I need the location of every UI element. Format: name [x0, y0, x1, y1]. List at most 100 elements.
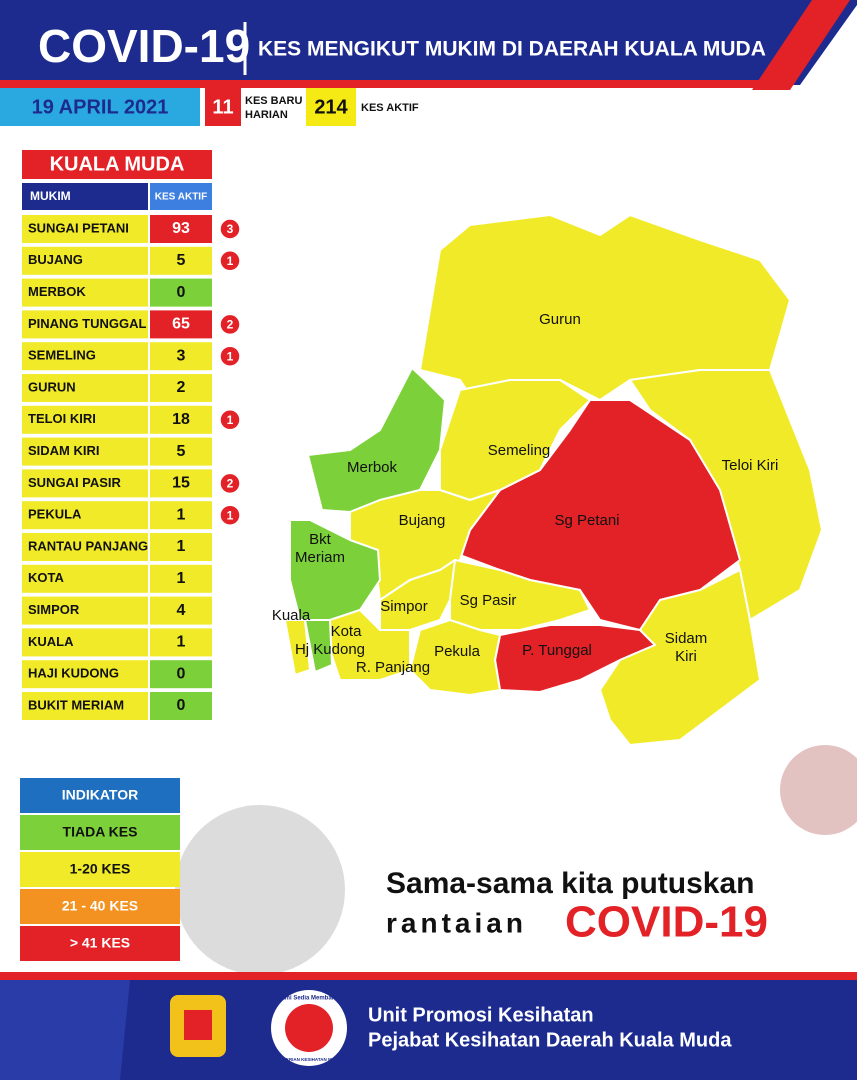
row-name-cell — [22, 405, 148, 434]
row-name-cell — [22, 437, 148, 466]
active-count: 93 — [172, 220, 190, 237]
region-label: Kiri — [675, 648, 697, 665]
active-count: 0 — [177, 284, 186, 301]
active-cases-label: KES AKTIF — [361, 102, 419, 114]
region-label: Pekula — [434, 643, 481, 660]
column-header: MUKIM — [30, 189, 71, 203]
active-count: 2 — [177, 379, 186, 396]
row-name-cell — [22, 278, 148, 307]
kkm-logo: Kami Sedia Membantu KEMENTERIAN KESIHATA… — [267, 990, 352, 1066]
mukim-name: RANTAU PANJANG — [28, 538, 148, 553]
legend-box — [20, 889, 180, 924]
legend-box — [20, 852, 180, 887]
logo-text: KEMENTERIAN KESIHATAN MALAYSIA — [267, 1057, 352, 1062]
region-label: Sg Pasir — [460, 592, 517, 609]
new-cases-box — [205, 88, 241, 126]
region-label: Meriam — [295, 549, 345, 566]
region-label: Bujang — [399, 512, 446, 529]
mukim-name: PINANG TUNGGAL — [28, 316, 147, 331]
new-case-count: 3 — [227, 222, 234, 236]
virus-decoration — [175, 745, 857, 975]
new-case-count: 1 — [227, 508, 234, 522]
region-label: P. Tunggal — [522, 642, 592, 659]
new-case-badge — [219, 218, 241, 240]
active-count: 0 — [177, 697, 186, 714]
mukim-name: SIDAM KIRI — [28, 443, 100, 458]
legend-box — [20, 778, 180, 813]
mukim-name: BUJANG — [28, 252, 83, 267]
region — [289, 519, 381, 621]
region-label: Simpor — [380, 598, 428, 615]
row-name-cell — [22, 533, 148, 561]
footer-stripe — [0, 972, 857, 980]
title: COVID-19 — [38, 20, 250, 72]
new-case-badge — [219, 472, 241, 495]
column-header: KES AKTIF — [155, 192, 207, 203]
region — [284, 619, 311, 676]
mukim-name: HAJI KUDONG — [28, 666, 119, 681]
table-title: KUALA MUDA — [50, 153, 185, 175]
legend: INDIKATOR TIADA KES 1-20 KES 21 - 40 KES… — [20, 778, 180, 961]
active-count: 18 — [172, 411, 190, 428]
row-value-cell — [150, 278, 212, 307]
region-label: Kota — [331, 623, 363, 640]
region-label: Sidam — [665, 630, 708, 647]
active-count: 65 — [172, 316, 190, 333]
row-value-cell — [150, 342, 212, 371]
row-value-cell — [150, 246, 212, 275]
column-header-box — [150, 183, 212, 210]
region-label: Sg Petani — [554, 512, 619, 529]
footer-text: Unit Promosi Kesihatan — [368, 1004, 594, 1026]
legend-label: INDIKATOR — [62, 787, 138, 803]
footer-shade — [0, 980, 130, 1080]
new-case-count: 1 — [227, 349, 234, 363]
new-case-badge — [219, 313, 241, 336]
logo-text: Kami Sedia Membantu — [277, 996, 341, 1002]
row-name-cell — [22, 374, 148, 402]
mukim-name: TELOI KIRI — [28, 411, 96, 426]
mukim-name: SUNGAI PASIR — [28, 475, 122, 490]
active-cases: 214 — [314, 96, 348, 118]
mukim-name: SUNGAI PETANI — [28, 220, 129, 235]
active-count: 3 — [177, 347, 186, 364]
mukim-name: PEKULA — [28, 507, 82, 522]
legend-box — [20, 815, 180, 850]
row-value-cell — [150, 533, 212, 561]
active-box — [306, 88, 356, 126]
mukim-name: KUALA — [28, 634, 74, 649]
table-title-box — [22, 150, 212, 179]
subtitle: KES MENGIKUT MUKIM DI DAERAH KUALA MUDA — [258, 38, 766, 61]
legend-label: 21 - 40 KES — [62, 898, 138, 914]
row-value-cell — [150, 501, 212, 530]
row-value-cell — [150, 692, 212, 720]
mukim-name: BUKIT MERIAM — [28, 697, 124, 712]
active-count: 1 — [177, 634, 186, 651]
mukim-name: MERBOK — [28, 284, 86, 299]
region-label: Teloi Kiri — [722, 457, 779, 474]
row-value-cell — [150, 437, 212, 466]
row-name-cell — [22, 215, 148, 243]
row-name-cell — [22, 660, 148, 689]
region — [409, 619, 501, 696]
region-label: Kuala — [272, 607, 311, 624]
region — [599, 569, 761, 746]
mukim-name: SIMPOR — [28, 602, 80, 617]
new-cases-label: KES BARU — [245, 95, 303, 107]
map — [284, 214, 823, 746]
new-case-count: 1 — [227, 413, 234, 427]
active-count: 4 — [177, 602, 186, 619]
active-count: 1 — [177, 506, 186, 523]
region-label: Gurun — [539, 311, 581, 328]
row-value-cell — [150, 628, 212, 657]
row-value-cell — [150, 469, 212, 498]
row-value-cell — [150, 564, 212, 593]
slogan-highlight: COVID-19 — [565, 898, 768, 947]
row-name-cell — [22, 501, 148, 530]
date-band — [0, 88, 200, 126]
legend-box — [20, 926, 180, 961]
new-case-badge — [219, 409, 241, 431]
new-case-count: 2 — [227, 477, 234, 491]
active-count: 0 — [177, 665, 186, 682]
row-value-cell — [150, 660, 212, 689]
